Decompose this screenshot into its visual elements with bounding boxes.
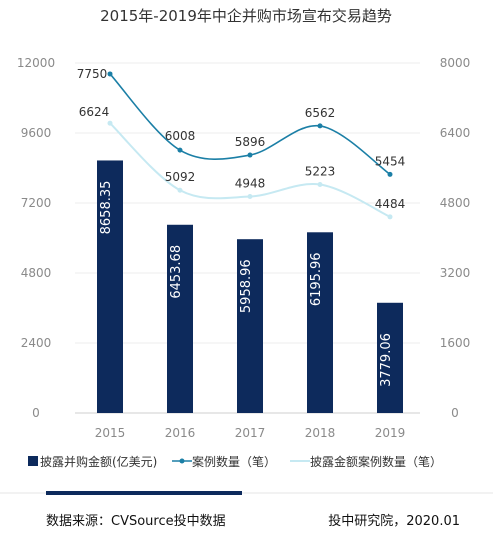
y-right-tick-label: 0 [451,406,459,420]
line-case-count [109,73,391,176]
y-right-tick-label: 3200 [440,266,471,280]
case-count-point [387,171,393,177]
footer-accent-rule [46,491,242,495]
case-count-data-label: 6008 [165,129,196,143]
disclosed-case-count-data-label: 4948 [235,177,266,191]
legend-label-case-count: 案例数量（笔） [192,454,276,469]
bar [307,232,333,413]
y-axis-right: 0 1600 3200 4800 6400 8000 [440,56,471,420]
y-right-tick-label: 8000 [440,56,471,70]
case-count-point [107,71,113,77]
bar-data-label: 6195.96 [309,252,324,306]
y-right-tick-label: 1600 [440,336,471,350]
y-left-tick-label: 2400 [21,336,52,350]
case-count-data-label: 5454 [375,154,406,168]
case-count-data-label: 6562 [305,106,336,120]
case-count-data-label: 5896 [235,135,266,149]
case-count-point [317,123,323,129]
disclosed-case-count-point [387,214,393,220]
disclosed-case-count-point [247,194,253,200]
bars: 8658.35 6453.68 5958.96 6195.96 3779.06 [97,160,403,413]
footer-publisher: 投中研究院，2020.01 [328,513,460,529]
disclosed-case-count-data-label: 5092 [165,170,196,184]
legend-label-amount: 披露并购金额(亿美元) [40,454,157,469]
legend-swatch-bar [28,456,38,466]
y-right-tick-label: 4800 [440,196,471,210]
legend: 披露并购金额(亿美元) 案例数量（笔） 披露金额案例数量（笔） [28,454,442,469]
case-count-point [247,152,253,158]
bar [377,302,403,413]
disclosed-case-count-point [317,181,323,187]
disclosed-case-count-data-label: 6624 [79,105,110,119]
bar-data-label: 6453.68 [169,245,184,299]
footer: 数据来源：CVSource投中数据 投中研究院，2020.01 [0,491,493,529]
y-right-tick-label: 6400 [440,126,471,140]
bar [237,239,263,413]
y-axis-left: 0 2400 4800 7200 9600 12000 [17,56,55,420]
x-tick-label: 2016 [165,426,196,440]
x-tick-label: 2017 [235,426,266,440]
disclosed-case-count-data-label: 5223 [305,164,336,178]
legend-marker-line1 [179,458,185,464]
disclosed-case-count-point [177,187,183,193]
x-tick-label: 2018 [305,426,336,440]
footer-source: 数据来源：CVSource投中数据 [46,513,226,529]
x-tick-label: 2019 [375,426,406,440]
bar [97,160,123,413]
chart-title: 2015年-2019年中企并购市场宣布交易趋势 [100,7,392,25]
bar-data-label: 8658.35 [99,181,114,235]
bar-data-label: 3779.06 [379,333,394,387]
case-count-point [177,147,183,153]
lines: 6624 5092 4948 5223 4484 7750 6008 5896 6562 5454 [77,67,406,220]
y-left-tick-label: 4800 [21,266,52,280]
bar-data-label: 5958.96 [239,259,254,313]
bar [167,224,193,413]
y-left-tick-label: 7200 [21,196,52,210]
y-left-tick-label: 0 [32,406,40,420]
x-axis: 2015 2016 2017 2018 2019 [95,426,406,440]
disclosed-case-count-point [107,120,113,126]
disclosed-case-count-data-label: 4484 [375,197,406,211]
y-left-tick-label: 9600 [21,126,52,140]
x-tick-label: 2015 [95,426,126,440]
legend-label-disclosed-case-count: 披露金额案例数量（笔） [310,454,442,469]
y-left-tick-label: 12000 [17,56,55,70]
case-count-data-label: 7750 [77,67,108,81]
